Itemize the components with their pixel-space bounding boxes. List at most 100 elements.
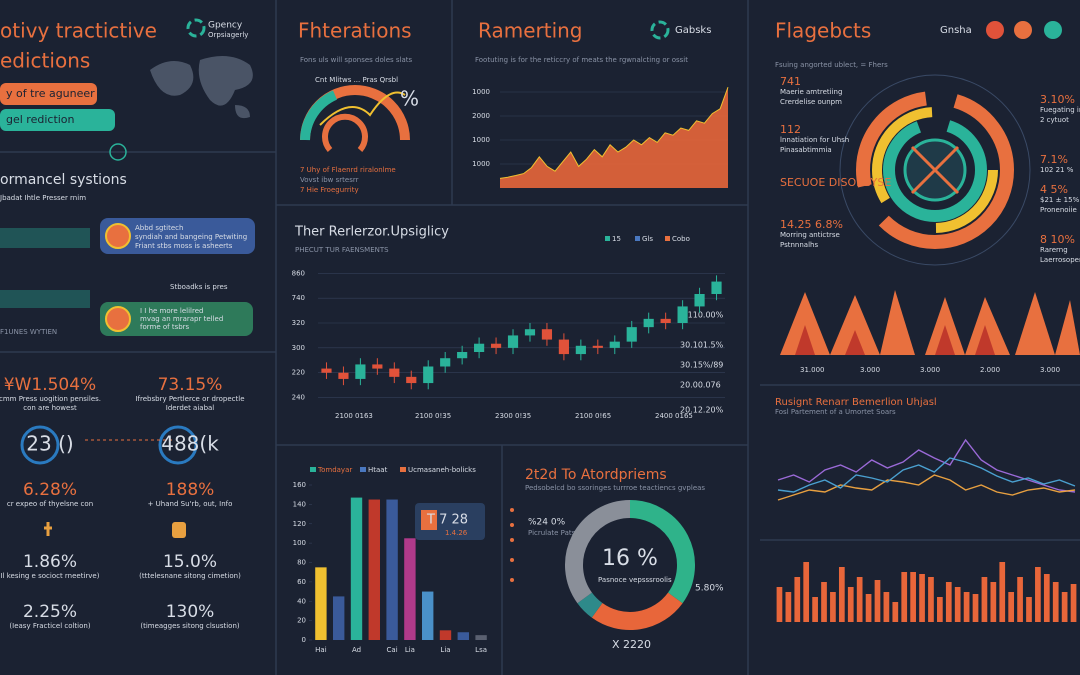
legend: Gls [642, 235, 653, 243]
gauge-value: % [400, 87, 419, 111]
kpi-caption: Il kesing e socioct rneetirve) [1, 572, 100, 580]
bar [1026, 597, 1032, 622]
candle-tag: 30.101.5% [680, 341, 724, 350]
gauge-label: Rarerng [1040, 246, 1068, 254]
bar [990, 582, 997, 622]
bar [1008, 592, 1015, 622]
logo: Gabsks [675, 25, 711, 36]
legend: 15 [612, 235, 621, 243]
gauge-label: Maerie amtretiing [780, 88, 842, 96]
gauge-label: Laerrosoperson [1040, 256, 1080, 264]
bar [945, 582, 952, 622]
gauge-label: SECUOE DISOBBYSE [780, 176, 891, 189]
gauge-label: Morring antictrse [780, 231, 840, 239]
title: otivy tractictive [0, 19, 157, 43]
donut-text: Picrulate Patsens [528, 529, 588, 537]
chart-title: 2t2d To Atordpriems [525, 467, 667, 483]
candle-body [575, 345, 586, 355]
title: edictions [0, 49, 90, 73]
legend: Ucmasaneh-bolicks [408, 466, 476, 474]
candle-body [372, 364, 383, 369]
bar [1017, 577, 1023, 622]
candle-body [711, 281, 722, 294]
candle-body [423, 366, 434, 384]
y-tick-label: 140 [293, 500, 306, 508]
candle-body [457, 352, 468, 359]
card-text: Abbd sgtitech [135, 224, 183, 232]
bar [830, 592, 836, 622]
candle-body [541, 329, 553, 340]
chart-title: Rusignt Renarr Bemerlion Uhjasl [775, 397, 937, 408]
bar [972, 594, 979, 622]
kpi-value: 2.25% [23, 602, 77, 622]
title: Fhterations [298, 19, 412, 43]
legend-swatch [605, 236, 610, 241]
bar [333, 596, 345, 640]
gauge-label: $21 ± 15% [1040, 196, 1080, 204]
gauge-label: 14.25 6.8% [780, 218, 843, 231]
bar [999, 562, 1006, 622]
kpi-caption: cr expeo of thyelsne con [7, 500, 93, 508]
line [777, 438, 1076, 493]
subtitle: Fons uls will sponses doles slats [300, 56, 413, 64]
candle-body [406, 376, 417, 384]
bar [776, 587, 783, 622]
y-tick-label: 0 [302, 636, 306, 644]
bar [812, 597, 818, 622]
gauge-label: Cnt Mlitws ... Pras Qrsbl [315, 76, 398, 84]
y-tick-label: 1000 [472, 136, 490, 144]
legend-swatch [400, 467, 406, 472]
card-text: syndiah and bangeing Petwiting [135, 233, 247, 241]
bar [439, 630, 452, 640]
logo: Gnsha [940, 25, 972, 36]
donut-text: X 2220 [612, 638, 651, 651]
tri-label: 3.000 [1040, 366, 1060, 374]
bar [865, 594, 872, 622]
bar [963, 592, 970, 622]
candle-tag: 1 110.00% [680, 311, 724, 320]
kpi-value: 1.86% [23, 552, 77, 572]
bar [794, 577, 801, 622]
pill: gel rediction [6, 113, 75, 126]
tri-label: 2.000 [980, 366, 1000, 374]
gauge-label: 102 21 % [1040, 166, 1074, 174]
y-tick-label: 240 [292, 394, 305, 402]
note: Vovst ibw srtesrr [300, 176, 359, 184]
line [499, 87, 729, 179]
bar [874, 580, 881, 622]
candle-body [643, 318, 654, 328]
donut-text: %24 0% [528, 518, 566, 528]
kpi-caption: Iderdet aiabal [166, 404, 215, 412]
pill: y of tre aguneer [6, 87, 95, 100]
gauge-label: Crerdelise ounpm [780, 98, 842, 106]
kpi-caption: (tttelesnane sitong cimetion) [139, 572, 241, 580]
card-text: Friant stbs moss is asheerts [135, 242, 233, 250]
kpi-caption: cmm Press uogition pensiles. [0, 395, 101, 403]
note: 7 Hie Froegurrity [300, 186, 359, 194]
kpi-caption: (Ieasy Fracticel coltion) [9, 622, 90, 630]
logo: Gpency [208, 21, 243, 31]
box-text: T 7 28 [426, 513, 468, 528]
bar [315, 567, 327, 640]
x-tick-label: Lia [440, 646, 450, 654]
x-tick-label: Lsa [475, 646, 487, 654]
legend: Tomdayar [317, 466, 352, 474]
legend-swatch [310, 467, 316, 472]
y-tick-label: 2000 [472, 112, 490, 120]
line [777, 457, 1076, 493]
gauge-label: Fuegating in teryny [1040, 106, 1080, 114]
bar [1043, 574, 1050, 622]
bar [350, 497, 363, 640]
bar [883, 592, 890, 622]
card-head: Stboadks is pres [170, 283, 228, 291]
card-text: mvag an mrarapr telled [140, 315, 223, 323]
bar [928, 577, 934, 622]
line [777, 474, 1076, 501]
kpi-value: 23 () [26, 432, 73, 456]
gauge-label: 2 cytuot [1040, 116, 1069, 124]
donut-text: Pasnoce vepsssroolis [598, 576, 672, 584]
chart-subtitle: PHECUT TUR FAENSMENTS [295, 246, 389, 254]
card-text: I I he more lelilred [140, 307, 203, 315]
